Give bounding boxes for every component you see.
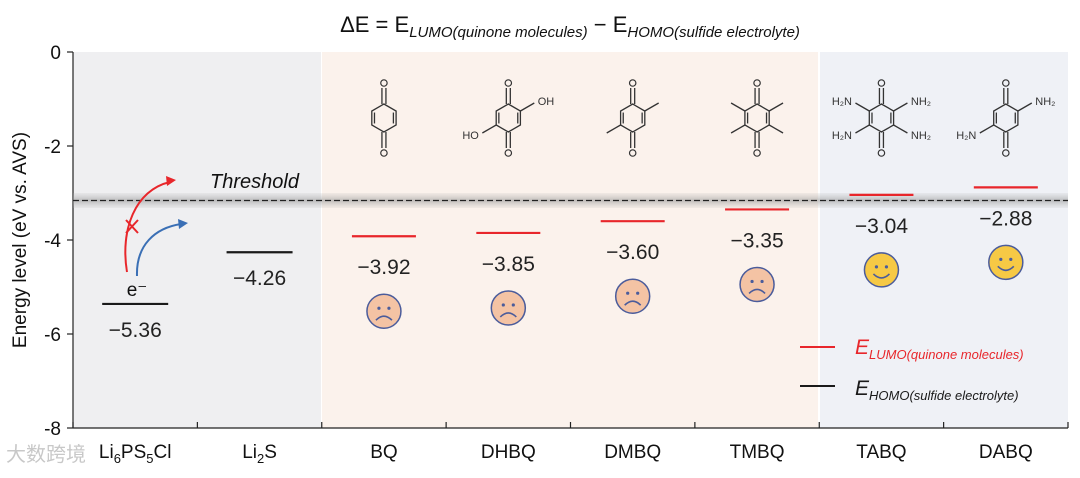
value-label-tabq: −3.04 [855, 215, 908, 238]
y-tick-label: -8 [44, 419, 61, 440]
sad-face-icon-tmbq [739, 266, 775, 303]
substituent-label: H₂N [832, 130, 852, 142]
legend-homo-sub: HOMO(sulfide electrolyte) [869, 388, 1019, 403]
substituent-label: NH₂ [911, 96, 931, 108]
value-label-dhbq: −3.85 [482, 253, 535, 276]
value-label-dabq: −2.88 [979, 207, 1032, 230]
region-unsafe-quinones [322, 52, 818, 428]
allowed-transfer-arrow [135, 223, 182, 277]
x-tick-label-dabq: DABQ [979, 442, 1033, 463]
x-tick-label-li2s: Li2S [242, 442, 277, 466]
blocked-transfer-arrow [124, 181, 171, 273]
title-mid: − E [588, 12, 628, 37]
legend-homo-label: EHOMO(sulfide electrolyte) [855, 377, 1019, 403]
y-axis-label: Energy level (eV vs. AVS) [10, 132, 31, 348]
value-label-bq: −3.92 [357, 256, 410, 279]
threshold-label: Threshold [210, 171, 300, 193]
electron-label: e⁻ [127, 280, 148, 301]
sad-face-icon-dmbq [614, 278, 651, 315]
value-label-li6ps5cl: −5.36 [109, 319, 162, 342]
substituent-label: HO [462, 130, 479, 142]
x-tick-label-li6ps5cl: Li6PS5Cl [99, 442, 172, 466]
substituent-label: OH [538, 96, 555, 108]
legend-homo-base: E [855, 377, 870, 400]
molecule-structures: OH HO NH₂ NH₂ H₂N H₂N NH₂ H₂N [371, 79, 1055, 157]
blue-arrow-head [178, 219, 188, 229]
y-tick-label: -2 [44, 137, 61, 158]
molecule-dabq: NH₂ H₂N [956, 79, 1055, 157]
x-tick-label-bq: BQ [370, 442, 397, 463]
legend-lumo-label: ELUMO(quinone molecules) [855, 336, 1024, 362]
x-tick-label-tmbq: TMBQ [730, 442, 785, 463]
substituent-label: H₂N [832, 96, 852, 108]
title-sub1: LUMO(quinone molecules) [409, 24, 587, 41]
substituent-label: NH₂ [1035, 96, 1055, 108]
x-tick-label-dhbq: DHBQ [481, 442, 536, 463]
title-prefix: ΔE = E [340, 12, 409, 37]
molecule-dhbq: OH HO [462, 79, 555, 157]
happy-face-icon-dabq [988, 244, 1024, 281]
region-electrolytes [73, 52, 321, 428]
happy-face-icon-tabq [863, 252, 900, 288]
sad-face-icon-dhbq [490, 290, 527, 326]
y-tick-label: 0 [50, 43, 61, 64]
molecule-bq [371, 79, 397, 157]
y-tick-label: -6 [44, 325, 61, 346]
legend-lumo-base: E [855, 336, 870, 359]
substituent-label: H₂N [956, 130, 976, 142]
value-label-li2s: −4.26 [233, 267, 286, 290]
value-label-tmbq: −3.35 [730, 229, 783, 252]
legend: ELUMO(quinone molecules) EHOMO(sulfide e… [800, 336, 1024, 403]
value-label-dmbq: −3.60 [606, 241, 659, 264]
x-tick-label-dmbq: DMBQ [604, 442, 661, 463]
molecule-dmbq [606, 79, 659, 157]
electron-transfer-arrows: e⁻ [124, 176, 188, 301]
chart-title: ΔE = ELUMO(quinone molecules) − EHOMO(su… [340, 12, 800, 41]
molecule-tmbq [730, 79, 784, 157]
y-tick-label: -4 [44, 231, 61, 252]
title-sub2: HOMO(sulfide electrolyte) [627, 24, 800, 41]
molecule-tabq: NH₂ NH₂ H₂N H₂N [832, 79, 931, 157]
region-safe-quinones [820, 52, 1068, 428]
watermark: 大数跨境 [6, 442, 86, 466]
x-tick-label-tabq: TABQ [856, 442, 906, 463]
substituent-label: NH₂ [911, 130, 931, 142]
cross-mark-icon [125, 219, 139, 234]
red-arrow-head [166, 176, 176, 186]
sad-face-icon-bq [366, 293, 402, 330]
legend-lumo-sub: LUMO(quinone molecules) [869, 347, 1024, 362]
